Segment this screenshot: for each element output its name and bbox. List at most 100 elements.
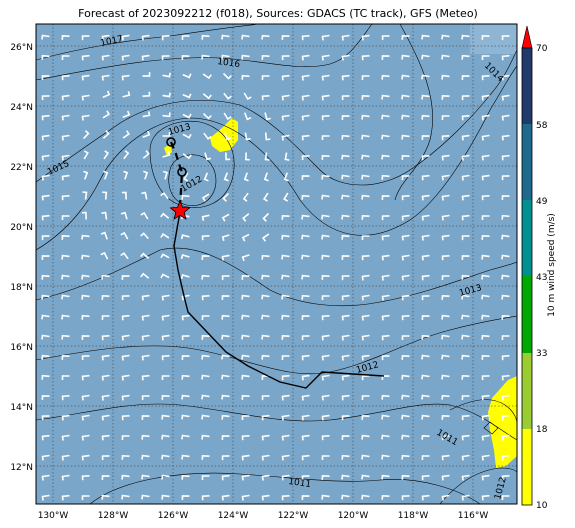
- wind-barb: [141, 54, 150, 61]
- wind-barb: [421, 295, 430, 301]
- isobar-label: 1016: [217, 57, 241, 70]
- wind-barb: [461, 54, 470, 60]
- wind-barb: [61, 454, 70, 461]
- wind-barb: [122, 91, 131, 98]
- isobar-1013: [36, 247, 517, 307]
- wind-barb: [361, 174, 370, 180]
- wind-barb: [341, 95, 350, 101]
- wind-barb: [162, 72, 172, 78]
- wind-barb: [361, 75, 370, 80]
- wind-barb: [321, 274, 330, 280]
- wind-barb: [441, 74, 450, 80]
- wind-barb: [461, 95, 470, 101]
- wind-barb: [461, 395, 470, 401]
- colorbar-tick: 18: [536, 425, 548, 435]
- wind-barb: [481, 334, 490, 340]
- wind-barb: [61, 34, 70, 40]
- wind-barb: [501, 114, 510, 121]
- wind-barb: [141, 314, 150, 321]
- lon-label: 118°W: [398, 511, 429, 521]
- wind-barb: [101, 211, 108, 220]
- wind-barb: [421, 455, 430, 461]
- wind-barb: [501, 495, 510, 500]
- wind-barb: [225, 152, 231, 161]
- wind-barb: [143, 170, 149, 180]
- wind-barb: [321, 315, 330, 321]
- wind-barb: [421, 214, 430, 221]
- wind-barb: [101, 414, 110, 421]
- wind-barb: [281, 474, 290, 481]
- wind-barb: [341, 294, 350, 301]
- wind-barb: [401, 195, 410, 201]
- wind-barb: [381, 134, 390, 140]
- lat-label: 20°N: [10, 223, 33, 233]
- wind-barb: [361, 395, 370, 400]
- wind-barb: [281, 355, 290, 360]
- wind-barb: [501, 414, 510, 421]
- wind-barb: [361, 114, 370, 120]
- wind-barb: [281, 414, 290, 421]
- wind-barb: [381, 215, 390, 221]
- wind-barb: [204, 152, 212, 161]
- wind-barb: [421, 475, 430, 481]
- storm-track-forecast: [173, 211, 385, 389]
- wind-barb: [160, 232, 170, 239]
- wind-barb: [102, 110, 111, 119]
- wind-barb: [301, 175, 310, 180]
- wind-barb: [461, 194, 470, 201]
- wind-barb: [81, 54, 90, 61]
- colorbar-segment: [522, 276, 532, 353]
- wind-barb: [321, 334, 330, 341]
- wind-barb: [81, 74, 90, 81]
- wind-barb: [441, 414, 450, 420]
- wind-barb: [221, 494, 230, 501]
- wind-barb: [461, 134, 470, 141]
- wind-barb: [501, 195, 510, 200]
- wind-barb: [441, 135, 450, 141]
- wind-barb: [61, 314, 70, 320]
- wind-barb: [83, 170, 89, 180]
- wind-barb: [381, 494, 390, 500]
- map-grid: [36, 24, 517, 504]
- lon-label: 126°W: [158, 511, 189, 521]
- wind-barb: [301, 274, 310, 280]
- ocean-background: [36, 24, 517, 504]
- wind-barb: [401, 234, 410, 241]
- wind-barb: [281, 55, 290, 61]
- wind-barb: [121, 74, 130, 81]
- wind-barb: [81, 254, 90, 260]
- wind-barb: [121, 295, 130, 301]
- wind-barb: [421, 394, 430, 400]
- wind-barb: [461, 274, 470, 280]
- wind-barbs: [41, 34, 510, 501]
- wind-barb: [182, 153, 192, 160]
- wind-barb: [160, 253, 170, 259]
- wind-barb: [301, 475, 310, 481]
- wind-barb: [501, 434, 510, 441]
- wind-barb: [161, 434, 170, 440]
- wind-barb: [61, 414, 70, 421]
- wind-barb: [401, 175, 410, 180]
- wind-barb: [401, 335, 410, 340]
- wind-barb: [201, 274, 210, 280]
- wind-barb: [281, 294, 290, 300]
- wind-barb: [160, 212, 170, 219]
- wind-barb: [181, 355, 190, 360]
- wind-barb: [481, 414, 490, 421]
- wind-barb: [261, 414, 270, 421]
- wind-barb: [201, 235, 210, 241]
- wind-barb: [421, 54, 430, 60]
- wind-barb: [501, 274, 510, 280]
- colorbar-tick: 33: [536, 349, 547, 359]
- wind-barb: [121, 415, 130, 421]
- wind-barb: [261, 54, 270, 60]
- wind-barb: [321, 54, 330, 61]
- wind-barb: [223, 172, 229, 182]
- wind-barb: [401, 354, 410, 360]
- wind-barb: [261, 254, 270, 260]
- wind-barb: [141, 415, 150, 420]
- wind-barb: [321, 234, 330, 240]
- isobar-misc-se: [449, 399, 517, 425]
- wind-barb: [81, 335, 90, 340]
- wind-barb: [61, 294, 70, 300]
